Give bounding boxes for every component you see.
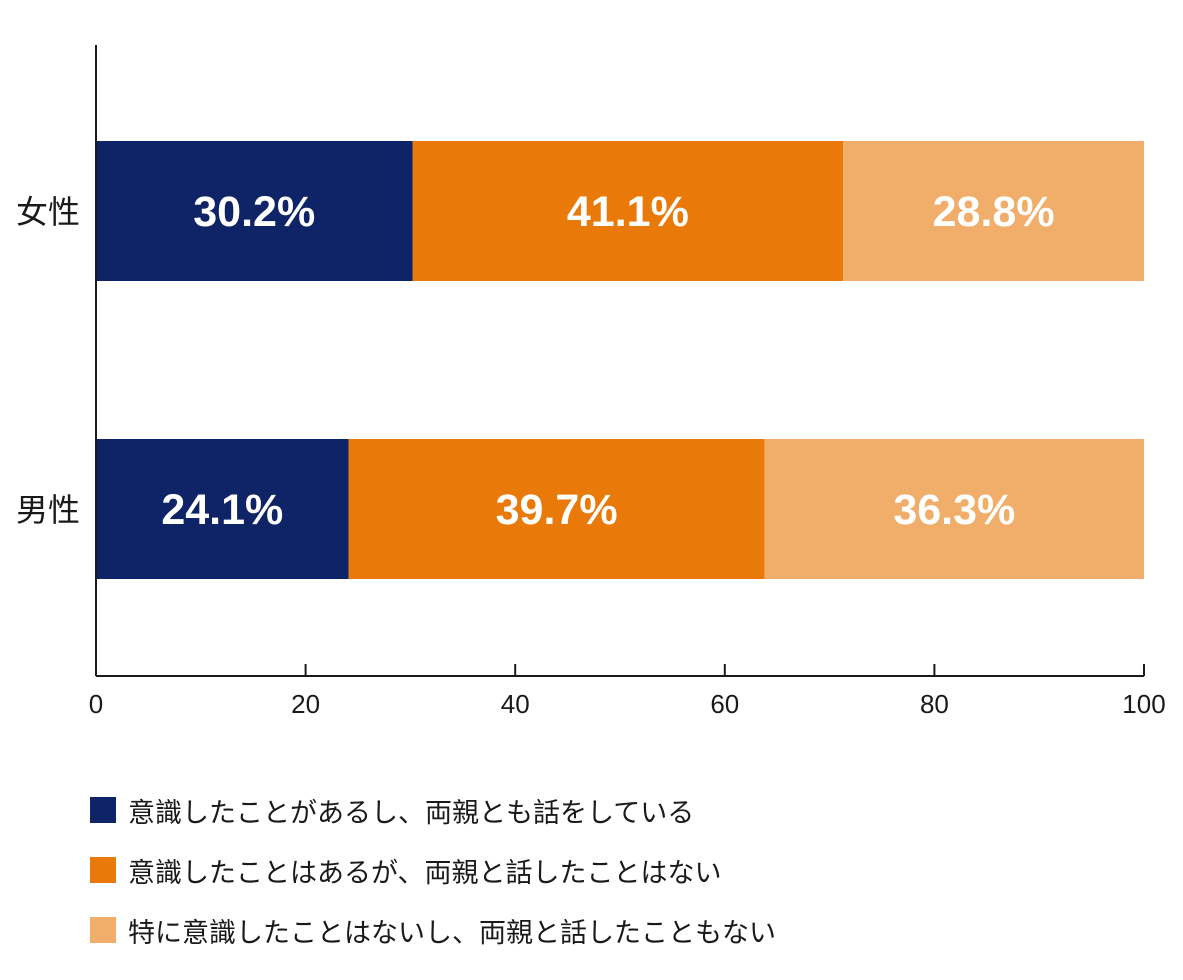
x-tick-label: 20: [291, 689, 320, 719]
x-tick-label: 60: [710, 689, 739, 719]
x-tick-label: 80: [920, 689, 949, 719]
category-label: 男性: [16, 491, 80, 529]
data-label: 28.8%: [933, 188, 1055, 236]
bar-segment: [843, 141, 1144, 281]
legend-item: 意識したことはあるが、両親と話したことはない: [90, 840, 776, 900]
data-label: 24.1%: [161, 486, 283, 534]
bar-segment: [96, 141, 413, 281]
legend-label: 意識したことはあるが、両親と話したことはない: [128, 857, 722, 889]
stacked-bar-chart: 30.2% 41.1% 28.8% 女性 24.1% 39.7% 36.3% 男性 0 20 40…: [16, 45, 1166, 719]
legend: 意識したことがあるし、両親とも話をしている 意識したことはあるが、両親と話したこと…: [90, 780, 776, 960]
data-label: 41.1%: [567, 188, 689, 236]
legend-item: 意識したことがあるし、両親とも話をしている: [90, 780, 776, 840]
bar-segment: [348, 439, 765, 579]
bar-segment: [412, 141, 844, 281]
data-label: 30.2%: [193, 188, 315, 236]
bar-segment: [764, 439, 1144, 579]
data-labels-group: 30.2% 41.1% 28.8% 女性 24.1% 39.7% 36.3% 男性: [16, 188, 1055, 534]
axes-group: 0 20 40 60 80 100: [89, 45, 1166, 719]
legend-swatch: [90, 917, 116, 943]
legend-swatch: [90, 797, 116, 823]
data-label: 36.3%: [893, 486, 1015, 534]
legend-swatch: [90, 857, 116, 883]
legend-label: 特に意識したことはないし、両親と話したこともない: [128, 917, 776, 949]
bar-segment: [96, 439, 349, 579]
category-label: 女性: [16, 193, 80, 231]
bars-group: [96, 141, 1144, 579]
data-label: 39.7%: [496, 486, 618, 534]
x-tick-label: 40: [501, 689, 530, 719]
x-tick-label: 0: [89, 689, 103, 719]
legend-label: 意識したことがあるし、両親とも話をしている: [128, 797, 695, 829]
x-tick-label: 100: [1122, 689, 1165, 719]
legend-item: 特に意識したことはないし、両親と話したこともない: [90, 900, 776, 960]
